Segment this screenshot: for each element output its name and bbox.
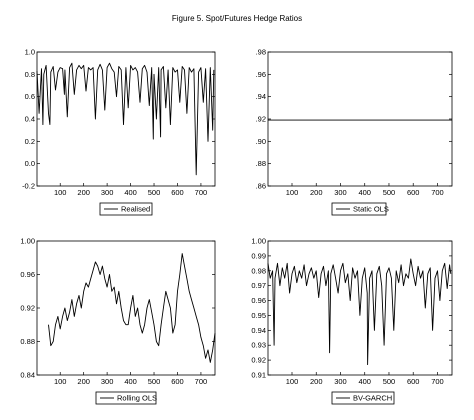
x-tick-label: 400: [358, 377, 371, 386]
x-tick-label: 300: [101, 188, 114, 197]
x-tick-label: 200: [77, 377, 90, 386]
x-tick-label: 400: [358, 188, 371, 197]
y-tick-label: 0.96: [251, 296, 266, 305]
plot-frame: [267, 240, 453, 376]
chart-panel-2: .86 .88 .90 .92 .94 .96 .98 100 200 300 400 500 600 7…: [256, 48, 453, 216]
x-tick-label: 600: [171, 188, 184, 197]
legend-box: [95, 391, 157, 405]
y-tick-label: 0.93: [251, 341, 266, 350]
y-tick-label: 0.94: [251, 326, 266, 335]
y-tick-label: 0.95: [251, 311, 266, 320]
chart-panel-1: -0.2 0.0 0.2 0.4 0.6 0.8 1.0 100 200 300 400 500 600…: [22, 48, 216, 216]
chart-panel-4: 0.91 0.92 0.93 0.94 0.95 0.96 0.97 0.98 0.99 1.00…: [251, 237, 453, 405]
y-tick-label: .98: [256, 48, 266, 57]
y-tick-label: 0.4: [25, 115, 35, 124]
x-tick-label: 300: [334, 377, 347, 386]
y-tick-label: 0.84: [20, 371, 35, 380]
x-tick-label: 100: [54, 188, 67, 197]
legend-label: Rolling OLS: [117, 394, 157, 403]
x-tick-label: 700: [195, 377, 208, 386]
y-tick-label: .88: [256, 159, 266, 168]
x-tick-label: 600: [407, 188, 420, 197]
plot-frame: [267, 51, 453, 187]
plot-frame: [36, 240, 216, 376]
y-tick-label: 0.97: [251, 281, 266, 290]
x-tick-label: 600: [407, 377, 420, 386]
y-tick-label: 1.00: [251, 237, 266, 246]
y-tick-label: 0.92: [20, 304, 35, 313]
series-line: [48, 253, 216, 363]
x-tick-label: 100: [286, 377, 299, 386]
y-tick-label: 0.88: [20, 337, 35, 346]
chart-panel-3: 0.84 0.88 0.92 0.96 1.00 100 200 300 400 500 600 70…: [20, 237, 216, 405]
x-tick-label: 200: [310, 188, 323, 197]
y-tick-label: 0.99: [251, 251, 266, 260]
legend-box: [331, 202, 387, 216]
legend-box: [99, 202, 153, 216]
x-tick-label: 400: [124, 188, 137, 197]
y-tick-label: .94: [256, 92, 266, 101]
x-tick-label: 500: [383, 377, 396, 386]
x-tick-label: 700: [195, 188, 208, 197]
y-tick-label: .86: [256, 182, 266, 191]
x-tick-label: 200: [77, 188, 90, 197]
x-tick-label: 100: [54, 377, 67, 386]
y-tick-label: 0.8: [25, 70, 35, 79]
x-tick-label: 400: [124, 377, 137, 386]
y-tick-label: .96: [256, 70, 266, 79]
y-tick-label: 1.0: [25, 48, 35, 57]
x-tick-label: 700: [431, 377, 444, 386]
x-tick-label: 200: [310, 377, 323, 386]
legend-box: [331, 391, 395, 405]
y-tick-label: 0.92: [251, 356, 266, 365]
y-tick-label: 0.91: [251, 371, 266, 380]
x-tick-label: 100: [286, 188, 299, 197]
x-tick-label: 300: [334, 188, 347, 197]
x-tick-label: 600: [171, 377, 184, 386]
legend-label: Realised: [121, 205, 150, 214]
y-tick-label: 0.0: [25, 159, 35, 168]
y-tick-label: 0.96: [20, 270, 35, 279]
x-tick-label: 500: [148, 377, 161, 386]
x-tick-label: 700: [431, 188, 444, 197]
x-tick-label: 500: [148, 188, 161, 197]
y-tick-label: .92: [256, 115, 266, 124]
x-tick-label: 300: [101, 377, 114, 386]
y-tick-label: 1.00: [20, 237, 35, 246]
series-line: [267, 258, 452, 366]
series-line: [36, 62, 215, 176]
y-tick-label: -0.2: [22, 182, 35, 191]
y-tick-label: 0.2: [25, 137, 35, 146]
y-tick-label: 0.98: [251, 266, 266, 275]
legend-label: Static OLS: [353, 205, 389, 214]
y-tick-label: 0.6: [25, 92, 35, 101]
x-tick-label: 500: [383, 188, 396, 197]
y-tick-label: .90: [256, 137, 266, 146]
legend-label: BV-GARCH: [353, 394, 392, 403]
figure-title: Figure 5. Spot/Futures Hedge Ratios: [171, 14, 303, 23]
